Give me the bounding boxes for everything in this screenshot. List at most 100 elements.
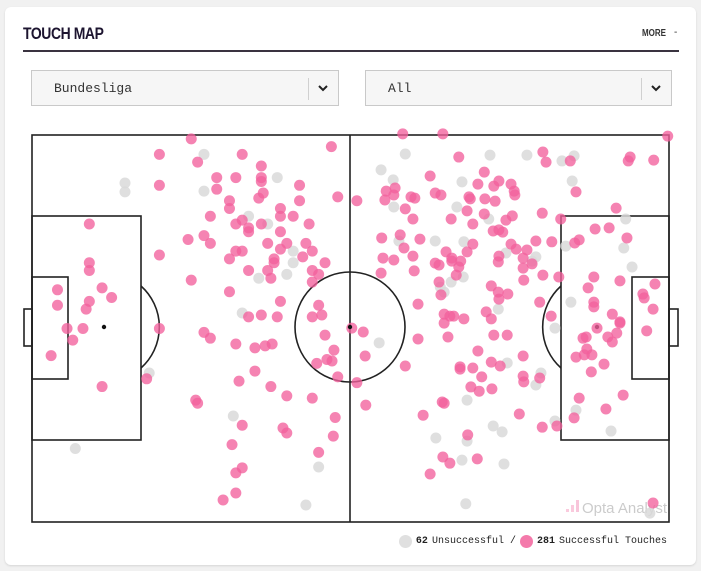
- successful-touch-point: [409, 192, 421, 204]
- successful-touch-point: [300, 237, 312, 249]
- successful-touch-point: [424, 468, 436, 480]
- successful-touch-point: [106, 292, 118, 304]
- unsuccessful-count: 62: [415, 536, 428, 547]
- successful-touch-point: [319, 257, 331, 269]
- successful-touch-point: [435, 189, 447, 201]
- successful-touch-point: [638, 292, 650, 304]
- unsuccessful-touch-point: [119, 177, 131, 189]
- successful-touch-point: [236, 245, 248, 257]
- successful-touch-point: [472, 178, 484, 190]
- successful-touch-point: [198, 230, 210, 242]
- unsuccessful-touch-point: [496, 426, 508, 438]
- successful-touch-point: [578, 349, 590, 361]
- competition-select-value: Bundesliga: [54, 81, 133, 96]
- unsuccessful-touch-point: [375, 164, 387, 176]
- unsuccessful-touch-point: [620, 213, 632, 225]
- successful-touch-point: [230, 338, 242, 350]
- successful-touch-point: [329, 412, 341, 424]
- successful-touch-point: [582, 282, 594, 294]
- successful-touch-point: [614, 317, 626, 329]
- successful-touch-point: [351, 377, 363, 389]
- successful-touch-point: [80, 303, 92, 315]
- touch-type-select[interactable]: All: [365, 70, 672, 106]
- successful-touch-point: [204, 332, 216, 344]
- successful-legend-dot: [519, 535, 533, 548]
- successful-touch-point: [494, 360, 506, 372]
- successful-touch-point: [281, 427, 293, 439]
- unsuccessful-touch-point: [430, 432, 442, 444]
- successful-touch-point: [153, 323, 165, 334]
- left-penalty-spot: [101, 324, 107, 330]
- successful-touch-point: [328, 344, 340, 356]
- successful-touch-point: [297, 251, 309, 263]
- successful-touch-point: [266, 338, 278, 350]
- chevron-down-icon[interactable]: [649, 79, 663, 97]
- chevron-down-icon[interactable]: [316, 79, 330, 97]
- successful-touch-point: [243, 226, 255, 238]
- successful-touch-point: [433, 259, 445, 271]
- unsuccessful-touch-point: [456, 176, 468, 188]
- successful-touch-point: [586, 349, 598, 361]
- successful-touch-point: [462, 429, 474, 441]
- successful-touch-point: [397, 128, 409, 140]
- more-button[interactable]: MORE: [642, 28, 666, 39]
- successful-touch-point: [359, 350, 371, 362]
- unsuccessful-touch-point: [281, 268, 293, 280]
- successful-touch-point: [555, 213, 567, 225]
- successful-touch-point: [580, 331, 592, 343]
- legend: 62 Unsuccessful / 281 Successful Touches: [398, 535, 667, 548]
- successful-touch-point: [517, 262, 529, 274]
- unsuccessful-touch-point: [373, 337, 385, 349]
- successful-touch-point: [464, 193, 476, 205]
- successful-touch-point: [96, 282, 108, 294]
- successful-touch-point: [96, 381, 108, 393]
- unsuccessful-touch-point: [456, 454, 468, 466]
- successful-touch-point: [268, 257, 280, 269]
- successful-touch-point: [622, 155, 634, 167]
- successful-touch-point: [274, 226, 286, 238]
- successful-touch-point: [518, 274, 530, 286]
- successful-touch-point: [233, 375, 245, 387]
- successful-touch-point: [77, 323, 89, 334]
- successful-touch-point: [614, 275, 626, 287]
- successful-touch-point: [606, 308, 618, 320]
- successful-touch-point: [467, 362, 479, 374]
- successful-touch-point: [598, 358, 610, 370]
- successful-touch-point: [223, 203, 235, 215]
- successful-touch-point: [262, 237, 274, 249]
- successful-touch-point: [537, 269, 549, 281]
- unsuccessful-touch-point: [198, 148, 210, 160]
- successful-touch-point: [442, 331, 454, 343]
- successful-touch-point: [303, 218, 315, 230]
- successful-touch-point: [493, 293, 505, 305]
- unsuccessful-touch-point: [560, 240, 572, 252]
- successful-touch-point: [600, 403, 612, 415]
- successful-touch-point: [185, 274, 197, 286]
- select-divider: [308, 78, 309, 100]
- successful-touch-point: [313, 268, 325, 280]
- successful-touch-point: [407, 213, 419, 225]
- successful-touch-point: [517, 252, 529, 264]
- successful-touch-point: [265, 272, 277, 284]
- right-penalty-arc: [541, 285, 562, 369]
- successful-touch-point: [647, 497, 659, 509]
- successful-touch-point: [67, 334, 79, 346]
- successful-touch-point: [230, 467, 242, 479]
- successful-touch-point: [606, 336, 618, 348]
- successful-touch-point: [437, 128, 449, 140]
- successful-touch-point: [294, 195, 306, 207]
- more-caret-icon[interactable]: -: [674, 27, 678, 38]
- successful-touch-point: [502, 288, 514, 300]
- successful-touch-point: [255, 309, 267, 321]
- successful-touch-point: [641, 325, 653, 337]
- successful-touch-point: [485, 313, 497, 325]
- successful-touch-point: [243, 311, 255, 323]
- successful-touch-point: [408, 265, 420, 277]
- unsuccessful-touch-point: [287, 245, 299, 257]
- center-spot: [347, 324, 353, 330]
- competition-select[interactable]: Bundesliga: [31, 70, 339, 106]
- successful-touch-point: [182, 233, 194, 245]
- pitch-lines: [23, 134, 679, 523]
- successful-touch-point: [265, 381, 277, 393]
- successful-touch-point: [332, 371, 344, 383]
